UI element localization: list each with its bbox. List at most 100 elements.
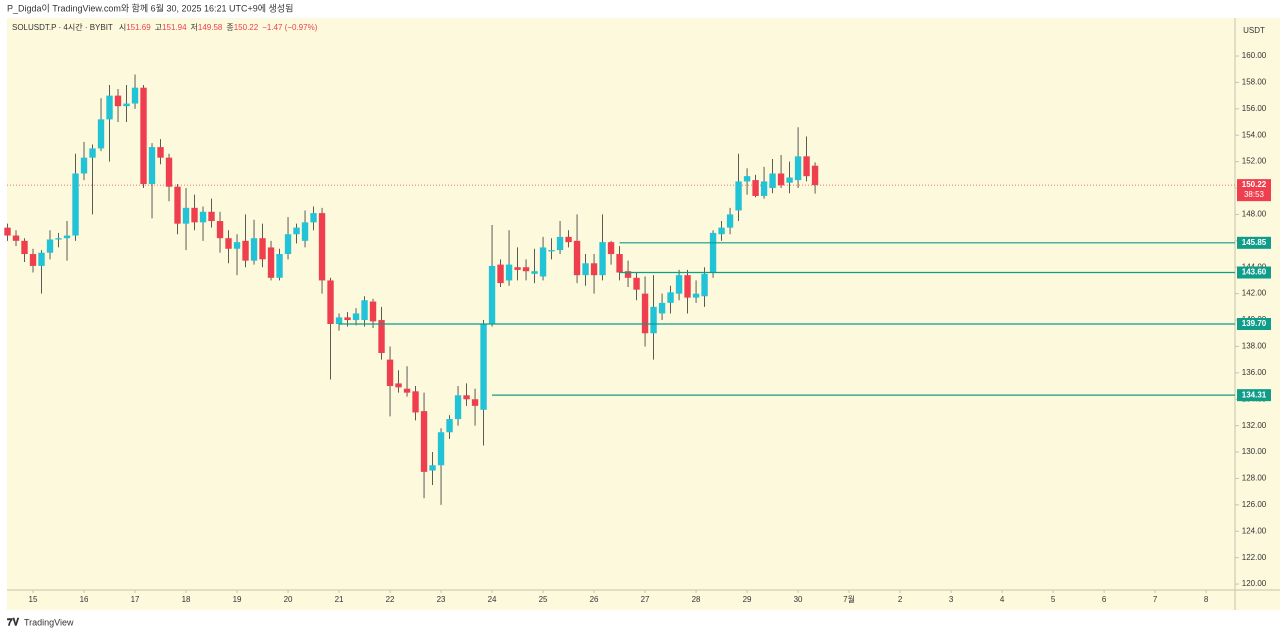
y-tick-label: 132.00 bbox=[1242, 421, 1267, 430]
x-tick-label: 4 bbox=[1000, 595, 1005, 604]
candle-body bbox=[21, 240, 28, 255]
candle-body bbox=[301, 222, 309, 241]
candle-body bbox=[497, 264, 504, 284]
candle-body bbox=[565, 236, 572, 243]
x-tick-label: 30 bbox=[794, 595, 803, 604]
x-tick-label: 7 bbox=[1153, 595, 1158, 604]
candle-body bbox=[395, 383, 402, 388]
candle-body bbox=[361, 300, 368, 321]
legend-value: 150.22 bbox=[234, 23, 259, 32]
countdown: 38:53 bbox=[1244, 190, 1265, 199]
candle-body bbox=[437, 432, 445, 466]
x-tick-label: 23 bbox=[437, 595, 446, 604]
candle-body bbox=[752, 180, 759, 196]
candle-body bbox=[106, 95, 113, 120]
candle-body bbox=[811, 165, 819, 186]
candle-body bbox=[199, 211, 207, 223]
header: P_Digda이 TradingView.com와 함께 6월 30, 2025… bbox=[7, 2, 293, 13]
x-tick-label: 27 bbox=[641, 595, 650, 604]
y-tick-label: 120.00 bbox=[1242, 579, 1267, 588]
candle-body bbox=[369, 301, 377, 322]
legend-label: 고 bbox=[155, 23, 162, 32]
candle-body bbox=[12, 235, 20, 241]
candle-body bbox=[250, 238, 258, 261]
svg-text:𝟕𝐕: 𝟕𝐕 bbox=[7, 617, 20, 629]
candle-body bbox=[658, 302, 666, 314]
x-tick-label: 7월 bbox=[843, 594, 855, 604]
candle-body bbox=[386, 359, 394, 387]
x-tick-label: 8 bbox=[1204, 595, 1209, 604]
candle-body bbox=[259, 238, 266, 260]
candle-body bbox=[233, 242, 241, 249]
level-label: 139.70 bbox=[1242, 319, 1267, 328]
x-tick-label: 24 bbox=[488, 595, 497, 604]
candle-body bbox=[582, 263, 589, 276]
candle-body bbox=[446, 419, 453, 433]
candle-body bbox=[318, 213, 326, 281]
y-tick-label: 130.00 bbox=[1242, 447, 1267, 456]
legend-value: 151.94 bbox=[162, 23, 187, 32]
candle-body bbox=[531, 271, 538, 274]
candle-body bbox=[165, 157, 173, 187]
candle-body bbox=[140, 87, 147, 185]
y-tick-label: 158.00 bbox=[1242, 78, 1267, 87]
candle-body bbox=[718, 227, 725, 235]
candle-body bbox=[55, 238, 62, 240]
candle-body bbox=[684, 275, 691, 298]
candle-body bbox=[420, 411, 428, 472]
candle-body bbox=[131, 87, 139, 104]
candle-body bbox=[182, 207, 190, 224]
x-tick-label: 19 bbox=[233, 595, 242, 604]
y-tick-label: 138.00 bbox=[1242, 342, 1267, 351]
candle-body bbox=[191, 207, 198, 223]
candle-body bbox=[208, 211, 215, 222]
candle-body bbox=[794, 156, 802, 181]
x-tick-label: 20 bbox=[284, 595, 293, 604]
candle-body bbox=[378, 320, 385, 354]
candle-body bbox=[548, 250, 555, 252]
candle-body bbox=[803, 156, 810, 177]
x-tick-label: 29 bbox=[743, 595, 752, 604]
candle-body bbox=[454, 395, 462, 420]
x-tick-label: 25 bbox=[539, 595, 548, 604]
level-label-bg bbox=[1237, 266, 1271, 279]
candle-body bbox=[29, 254, 37, 266]
candle-body bbox=[616, 254, 623, 273]
candle-body bbox=[225, 238, 232, 249]
candle-body bbox=[352, 313, 360, 321]
x-tick-label: 22 bbox=[386, 595, 395, 604]
candle-body bbox=[276, 254, 283, 278]
candle-body bbox=[38, 252, 45, 266]
candle-body bbox=[335, 317, 343, 324]
x-tick-label: 18 bbox=[182, 595, 191, 604]
y-tick-label: 122.00 bbox=[1242, 553, 1267, 562]
legend-value: 149.58 bbox=[198, 23, 223, 32]
candle-body bbox=[735, 181, 742, 211]
candle-body bbox=[760, 181, 768, 196]
x-tick-label: 3 bbox=[949, 595, 954, 604]
candle-body bbox=[463, 395, 470, 400]
level-label: 145.85 bbox=[1242, 238, 1267, 247]
y-axis-label: USDT bbox=[1243, 26, 1265, 35]
candle-body bbox=[650, 306, 657, 334]
candle-body bbox=[284, 234, 292, 255]
candle-body bbox=[556, 236, 564, 251]
candle-body bbox=[72, 173, 79, 236]
candle-body bbox=[488, 265, 496, 324]
candle-body bbox=[675, 275, 683, 294]
x-tick-label: 21 bbox=[335, 595, 344, 604]
candle-body bbox=[480, 323, 487, 410]
candle-body bbox=[624, 271, 632, 278]
x-tick-label: 26 bbox=[590, 595, 599, 604]
y-tick-label: 136.00 bbox=[1242, 368, 1267, 377]
candle-body bbox=[701, 273, 708, 297]
candle-body bbox=[344, 317, 351, 321]
candle-body bbox=[514, 267, 521, 270]
y-tick-label: 160.00 bbox=[1242, 51, 1267, 60]
candle-body bbox=[709, 232, 717, 273]
candle-body bbox=[505, 264, 513, 281]
level-label: 134.31 bbox=[1242, 390, 1267, 399]
y-tick-label: 126.00 bbox=[1242, 500, 1267, 509]
legend-label: 저 bbox=[191, 23, 198, 32]
level-label-bg bbox=[1237, 389, 1271, 402]
